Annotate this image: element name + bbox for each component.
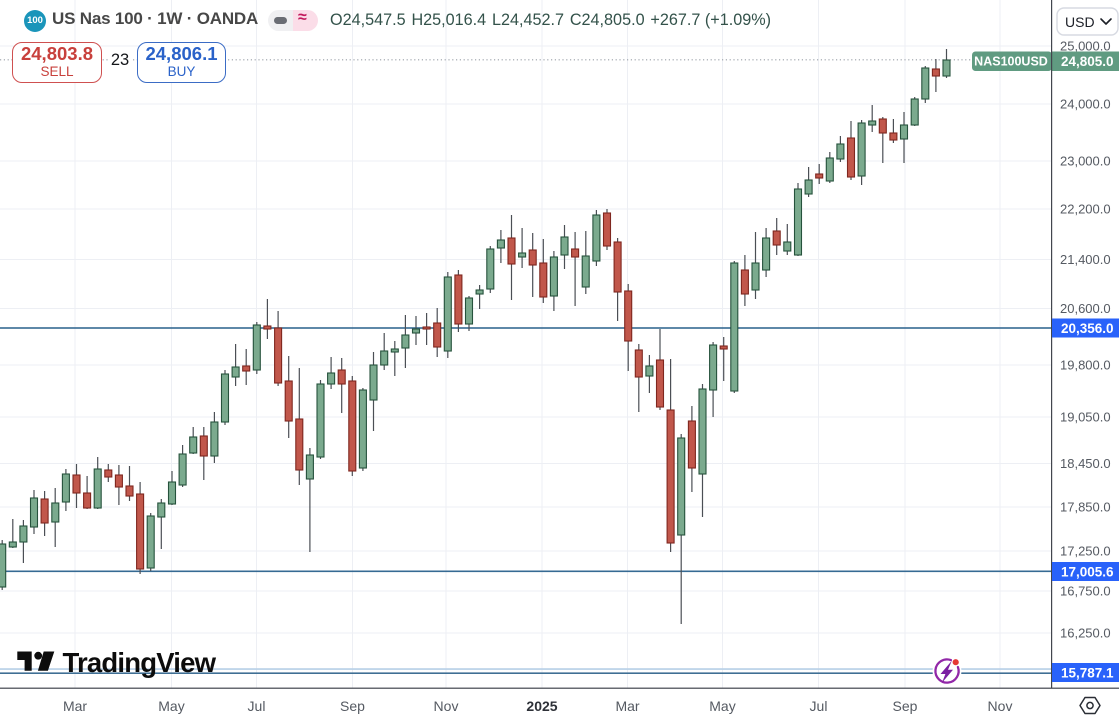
svg-text:TradingView: TradingView [63,647,217,678]
svg-text:Mar: Mar [615,698,639,714]
svg-text:25,000.0: 25,000.0 [1060,39,1111,54]
svg-text:19,800.0: 19,800.0 [1060,358,1111,373]
svg-text:17,005.6: 17,005.6 [1061,565,1114,580]
svg-text:20,600.0: 20,600.0 [1060,301,1111,316]
svg-text:23,000.0: 23,000.0 [1060,154,1111,169]
svg-text:Sep: Sep [893,698,918,714]
svg-text:15,787.1: 15,787.1 [1061,666,1114,681]
svg-text:24,805.0: 24,805.0 [1061,54,1114,69]
svg-text:May: May [158,698,184,714]
svg-text:Jul: Jul [810,698,828,714]
svg-text:Jul: Jul [248,698,266,714]
svg-text:20,356.0: 20,356.0 [1061,321,1114,336]
svg-text:17,250.0: 17,250.0 [1060,544,1111,559]
svg-text:Nov: Nov [434,698,459,714]
svg-text:21,400.0: 21,400.0 [1060,252,1111,267]
svg-text:17,850.0: 17,850.0 [1060,500,1111,515]
svg-text:16,750.0: 16,750.0 [1060,584,1111,599]
svg-text:22,200.0: 22,200.0 [1060,202,1111,217]
svg-text:18,450.0: 18,450.0 [1060,456,1111,471]
svg-text:NAS100USD: NAS100USD [974,55,1048,69]
svg-text:16,250.0: 16,250.0 [1060,626,1111,641]
svg-text:USD: USD [1065,14,1095,30]
svg-text:2025: 2025 [526,698,557,714]
svg-text:19,050.0: 19,050.0 [1060,410,1111,425]
svg-text:Sep: Sep [340,698,365,714]
svg-text:Nov: Nov [988,698,1013,714]
svg-text:Mar: Mar [63,698,87,714]
svg-text:May: May [709,698,735,714]
svg-text:24,000.0: 24,000.0 [1060,97,1111,112]
